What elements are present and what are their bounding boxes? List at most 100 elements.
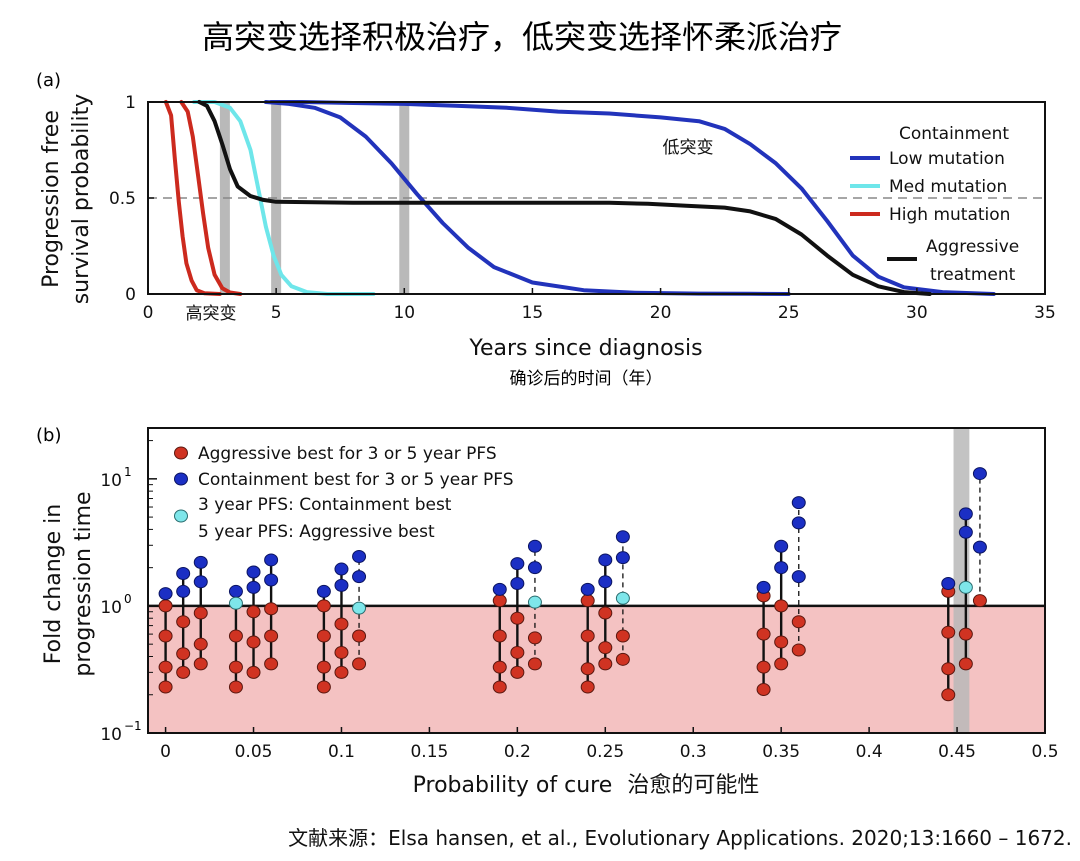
cyan-point: [958, 580, 973, 594]
a-xtick-label: 25: [778, 303, 800, 323]
legend-dot-red: [174, 446, 188, 460]
b-ytick-label: 10: [100, 725, 122, 745]
red-point: [598, 606, 613, 620]
red-point: [958, 657, 973, 671]
annotation-high-mutation: 高突变: [186, 304, 237, 324]
b-xtick-label: 0.45: [938, 742, 976, 762]
blue-point: [756, 580, 771, 594]
red-point: [176, 647, 191, 661]
red-point: [264, 657, 279, 671]
b-xtick-label: 0.25: [586, 742, 624, 762]
blue-point: [791, 516, 806, 530]
red-point: [774, 657, 789, 671]
red-point: [264, 629, 279, 643]
red-point: [598, 641, 613, 655]
red-point: [246, 635, 261, 649]
red-point: [316, 680, 331, 694]
panel-b-label: (b): [36, 425, 61, 446]
blue-point: [791, 496, 806, 510]
b-xtick-label: 0.2: [504, 742, 531, 762]
panel-b-xlabel: Probability of cure 治愈的可能性: [413, 773, 760, 798]
blue-point: [615, 530, 630, 544]
panel-b-xlabel-en: Probability of cure: [413, 773, 613, 798]
legend-label-treatment: treatment: [930, 265, 1016, 285]
curve-high-4: [179, 100, 243, 296]
red-point: [580, 629, 595, 643]
group-p0.34: [756, 580, 771, 696]
survival-curves: [163, 100, 996, 296]
cyan-point: [228, 596, 243, 610]
red-point: [158, 599, 173, 613]
cyan-point: [527, 595, 542, 609]
panel-b-ylabel-line1: Fold change in: [41, 504, 66, 664]
blue-point: [527, 561, 542, 575]
blue-point: [264, 573, 279, 587]
panel-b-xlabel-cn: 治愈的可能性: [627, 773, 759, 798]
group-p0.09: [316, 584, 331, 694]
red-point: [228, 660, 243, 674]
a-xtick-label: 20: [650, 303, 672, 323]
red-point: [193, 657, 208, 671]
b-ytick-exponent: 0: [124, 592, 132, 606]
panel-a-y-ticks: 00.51: [109, 93, 154, 305]
a-xtick-label: 10: [393, 303, 415, 323]
panel-a-x-ticks: 0 5 10 15 20 25 30 35: [143, 288, 1056, 323]
group-p0.04: [228, 584, 243, 694]
blue-point: [228, 584, 243, 598]
blue-point: [334, 562, 349, 576]
a-xtick-label: 35: [1034, 303, 1056, 323]
group-p0.445: [941, 577, 956, 702]
figure-title: 高突变选择积极治疗，低突变选择怀柔派治疗: [202, 18, 842, 56]
blue-point: [316, 584, 331, 598]
panel-a-ylabel-line2: survival probability: [69, 94, 94, 305]
red-point: [756, 682, 771, 696]
group-p0.11: [352, 549, 367, 671]
panel-a-xlabel: Years since diagnosis: [468, 336, 702, 361]
group-p0.19: [492, 582, 507, 694]
red-point: [510, 611, 525, 625]
red-point: [580, 594, 595, 608]
red-point: [316, 629, 331, 643]
source-citation: 文献来源：Elsa hansen, et al., Evolutionary A…: [288, 826, 1072, 850]
legend-label-3yr: 3 year PFS: Containment best: [198, 495, 452, 515]
red-point: [193, 606, 208, 620]
group-p0.06: [264, 553, 279, 671]
red-point: [510, 645, 525, 659]
red-point: [791, 615, 806, 629]
red-point: [958, 627, 973, 641]
blue-point: [972, 540, 987, 554]
legend-dot-cyan: [174, 509, 188, 523]
blue-point: [510, 577, 525, 591]
b-xtick-label: 0: [160, 742, 171, 762]
red-point: [228, 629, 243, 643]
red-point: [941, 625, 956, 639]
panel-a-ylabel-line1: Progression free: [39, 110, 64, 288]
blue-point: [176, 566, 191, 580]
legend-label-containment-best: Containment best for 3 or 5 year PFS: [198, 470, 514, 490]
red-point: [615, 629, 630, 643]
blue-point: [598, 575, 613, 589]
red-point: [615, 652, 630, 666]
legend-label-high: High mutation: [889, 205, 1010, 225]
red-point: [527, 657, 542, 671]
group-p0.1: [334, 562, 349, 679]
annotation-low-mutation: 低突变: [663, 138, 714, 158]
aggressive-better-region: [148, 605, 1045, 733]
blue-point: [158, 587, 173, 601]
blue-point: [958, 525, 973, 539]
panel-a-legend: Containment Low mutation Med mutation Hi…: [850, 124, 1019, 285]
a-ytick-label: 0: [125, 285, 136, 305]
blue-point: [941, 577, 956, 591]
red-point: [352, 629, 367, 643]
red-point: [352, 657, 367, 671]
group-p0.05: [246, 565, 261, 679]
blue-point: [527, 539, 542, 553]
group-p0.455: [958, 507, 973, 671]
curve-med-2: [192, 100, 376, 296]
red-point: [228, 680, 243, 694]
group-p0.36: [791, 496, 806, 657]
b-ytick-exponent: 1: [124, 465, 132, 479]
group-p0.2: [510, 557, 525, 679]
blue-point: [580, 582, 595, 596]
